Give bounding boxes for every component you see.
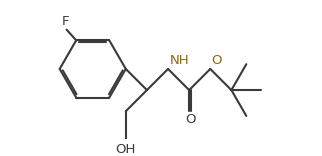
- Text: O: O: [211, 54, 222, 67]
- Text: NH: NH: [170, 54, 189, 67]
- Text: F: F: [62, 15, 69, 28]
- Text: OH: OH: [116, 143, 136, 156]
- Text: O: O: [185, 113, 195, 126]
